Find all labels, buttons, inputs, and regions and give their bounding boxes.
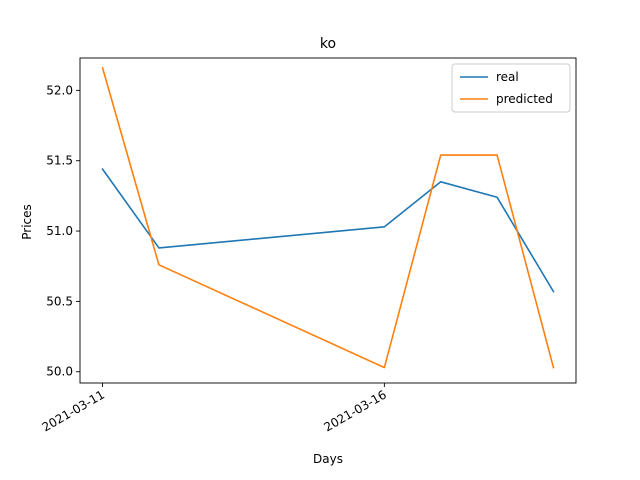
y-tick-label: 50.5: [46, 294, 73, 308]
y-tick-label: 50.0: [46, 365, 73, 379]
legend-label-real: real: [496, 70, 519, 84]
legend-box: [451, 63, 571, 113]
y-tick-label: 51.0: [46, 224, 73, 238]
x-axis-label: Days: [313, 452, 343, 466]
y-axis-label: Prices: [20, 204, 34, 240]
y-tick-label: 52.0: [46, 83, 73, 97]
y-tick-label: 51.5: [46, 154, 73, 168]
series-line-predicted: [101, 66, 555, 369]
axes-frame: [79, 57, 577, 384]
chart-title: ko: [320, 36, 336, 52]
legend-label-predicted: predicted: [496, 92, 553, 106]
